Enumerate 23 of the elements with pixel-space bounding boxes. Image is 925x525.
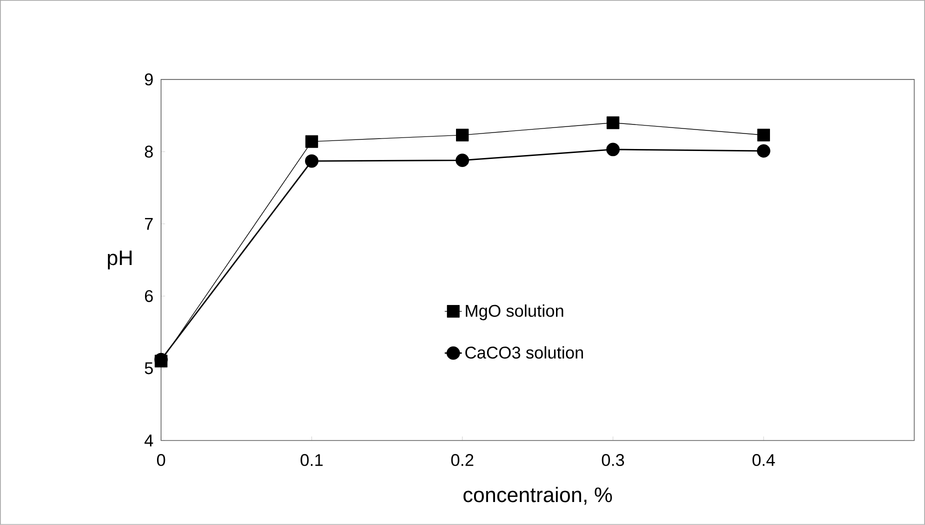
x-axis-title: concentraion, % [464,486,612,505]
point [456,154,470,168]
x-tick-label: 0.2 [451,454,474,466]
point [757,128,770,142]
legend-label: MgO solution [466,304,564,320]
y-tick-label: 8 [144,146,153,158]
legend-label: CaCO3 solution [465,346,583,359]
x-tick-label: 0.3 [602,454,624,466]
point [305,135,318,148]
y-tick-label: 4 [144,434,154,446]
y-axis-title: pH [108,250,132,270]
point [606,142,620,156]
x-tick-label: 0 [157,454,166,466]
y-tick-label: 9 [144,73,153,86]
point [606,116,620,130]
point [305,154,318,168]
y-tick-label: 5 [144,362,153,374]
point [456,128,469,142]
y-tick-label: 6 [144,290,153,302]
y-tick-label: 7 [145,218,153,230]
x-tick-label: 0.1 [300,454,323,466]
x-tick-label: 0.4 [752,454,775,466]
point [756,144,770,158]
